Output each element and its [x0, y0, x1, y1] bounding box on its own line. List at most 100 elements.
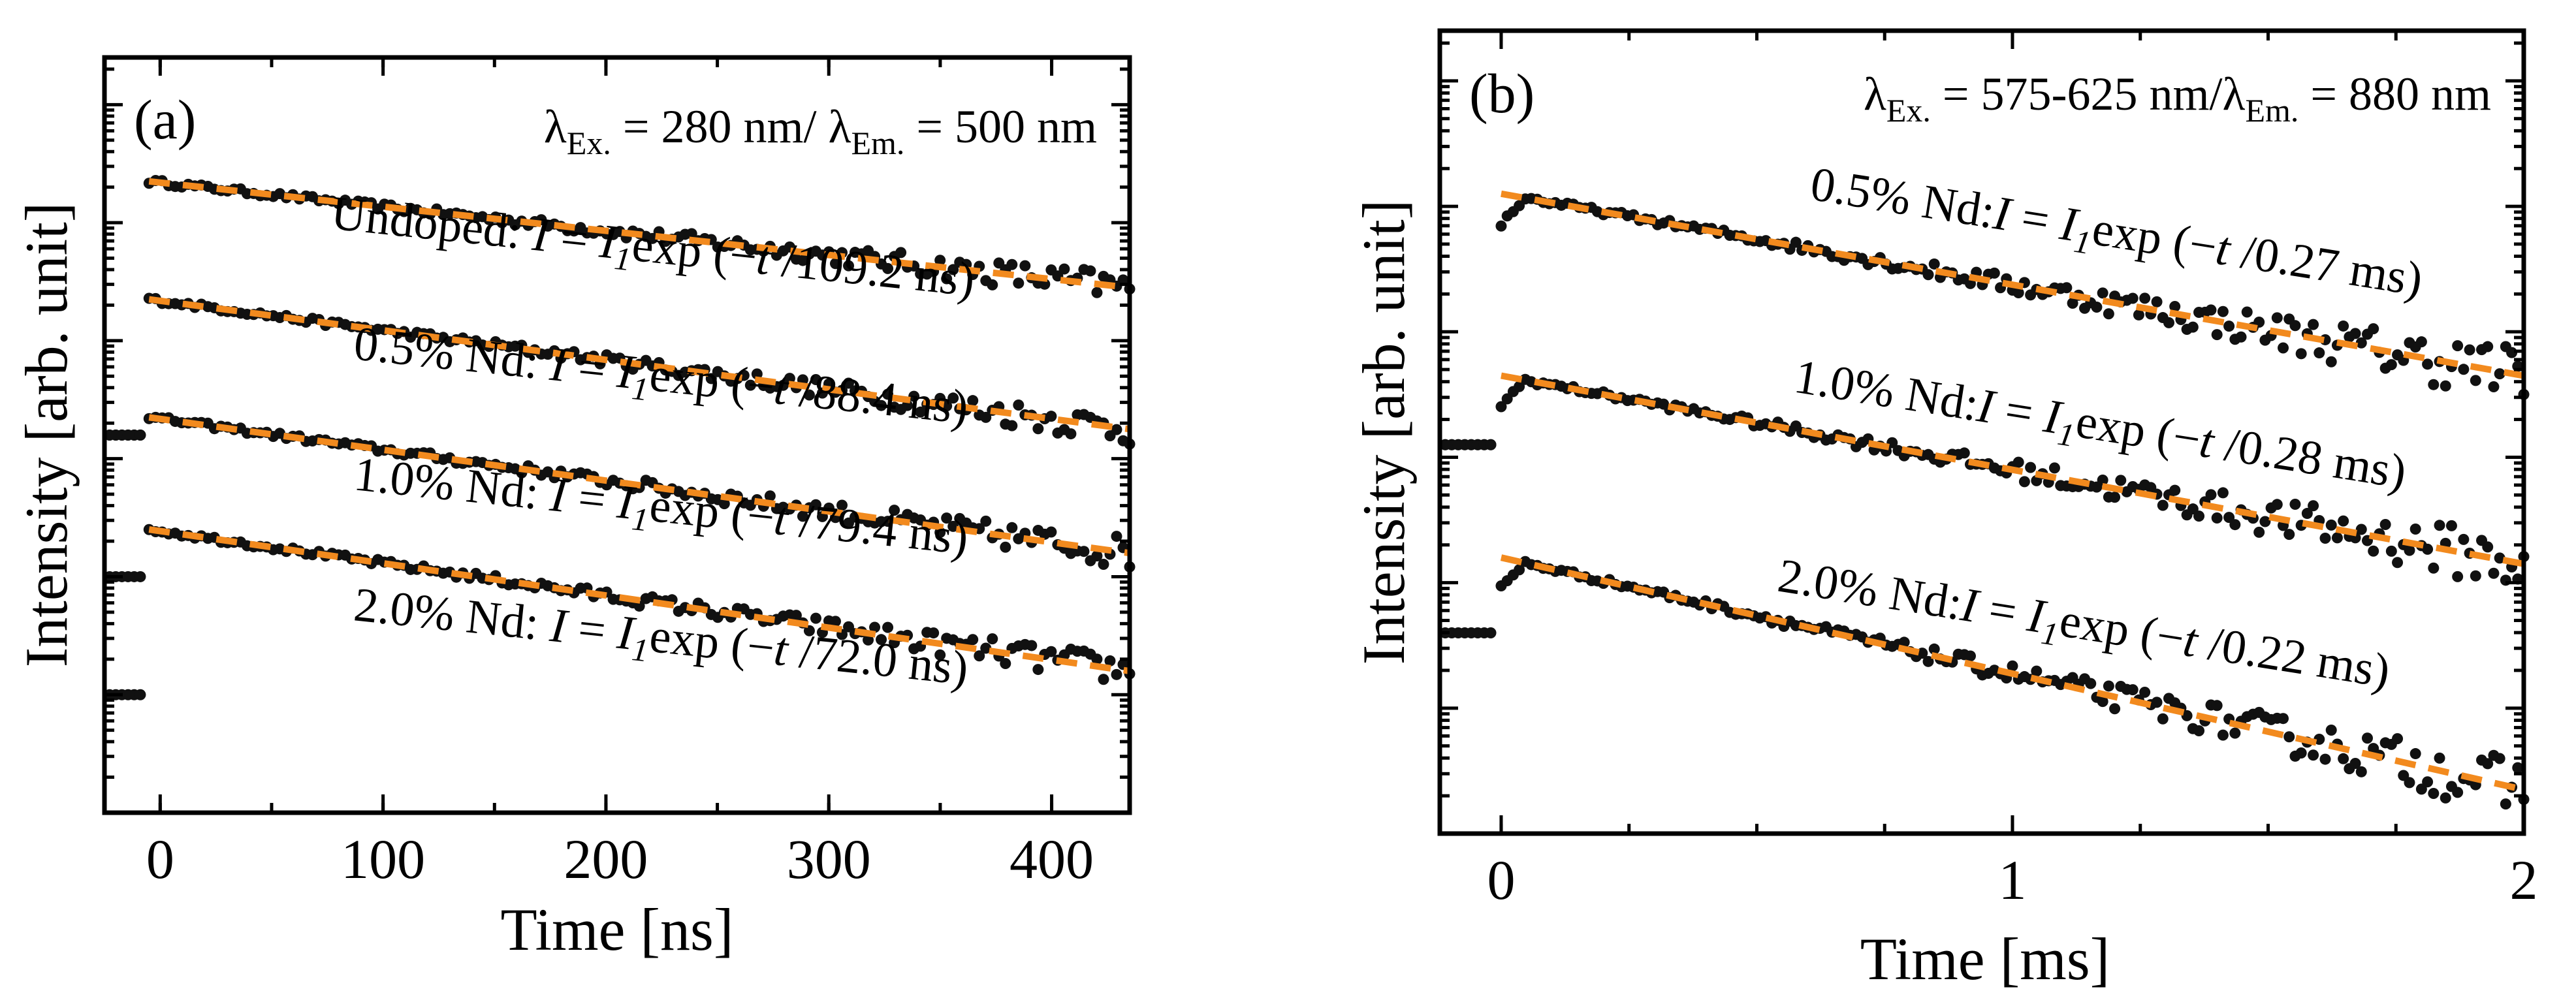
panel-a-data-point — [1117, 659, 1129, 670]
panel-b-data-point — [2109, 703, 2121, 715]
panel-b-data-point — [2452, 340, 2464, 352]
panel-b-data-point — [2470, 375, 2481, 386]
panel-b-data-point — [2181, 710, 2193, 721]
panel-a-data-point — [934, 649, 946, 661]
panel-b-data-point — [2314, 347, 2325, 359]
panel-b-data-point — [2271, 499, 2283, 510]
panel-a-data-point — [1078, 546, 1090, 557]
panel-b-data-point — [2151, 296, 2163, 307]
panel-b-data-point — [2368, 545, 2379, 557]
panel-b-data-point — [2325, 519, 2337, 531]
panel-a-data-point — [967, 395, 979, 407]
panel-b-data-point — [2488, 567, 2500, 579]
panel-a-x-tick-label: 200 — [564, 828, 648, 890]
panel-b-curve-label-1: 0.5% Nd:I = I1exp (−t /0.27 ms) — [1806, 157, 2426, 313]
panel-a-x-tick-label: 100 — [341, 828, 425, 890]
panel-b-data-point — [2415, 336, 2427, 348]
panel-b-data-point — [2445, 520, 2457, 531]
panel-b-data-point — [2338, 753, 2349, 764]
panel-a-data-point — [902, 399, 914, 411]
panel-b-data-point — [2097, 474, 2108, 486]
panel-a-x-axis-title: Time [ns] — [501, 896, 734, 963]
panel-b-data-point — [2404, 777, 2415, 789]
panel-b-y-axis-title: Intensity [arb. unit] — [1350, 200, 1417, 665]
panel-b-data-point — [2018, 476, 2030, 488]
panel-a-data-point — [803, 389, 815, 401]
panel-a-data-point — [895, 247, 907, 258]
panel-a-data-point — [1013, 399, 1025, 411]
panel-b-data-point — [2217, 729, 2229, 741]
panel-b-data-point — [2440, 792, 2451, 804]
panel-b-data-point — [2061, 282, 2073, 294]
panel-b-data-point — [2361, 732, 2373, 744]
panel-b-data-point — [2355, 337, 2367, 349]
panel-b-data-point — [2007, 660, 2018, 672]
panel-b-fit-line — [1501, 190, 2524, 379]
panel-a-data-point — [947, 264, 959, 275]
panel-b-data-point — [2235, 331, 2247, 343]
panel-a-data-point — [1000, 541, 1011, 553]
panel-b-data-point — [2031, 665, 2043, 677]
panel-b-data-point — [2278, 713, 2289, 725]
panel-b-data-point — [2169, 301, 2181, 313]
panel-a-x-tick-label: 0 — [146, 828, 174, 890]
panel-b-data-point — [2091, 302, 2103, 313]
panel-a-data-point — [947, 392, 959, 404]
panel-b-data-point — [2278, 342, 2289, 354]
panel-b-data-point — [2368, 323, 2379, 335]
panel-b-data-point — [2211, 700, 2223, 712]
panel-a-data-point — [967, 634, 979, 646]
panel-a-data-point — [863, 634, 874, 646]
panel-a-data-point — [744, 379, 756, 391]
panel-b-data-point — [2217, 305, 2229, 317]
panel-a-data-point — [1052, 270, 1064, 282]
panel-b-data-point — [2067, 298, 2078, 309]
panel-b-data-point — [2325, 725, 2337, 736]
panel-a-fit-line — [148, 296, 1130, 433]
panel-b-data-point — [2314, 733, 2325, 745]
panel-b-label: (b) — [1469, 62, 1534, 125]
panel-b-data-point — [2428, 379, 2440, 390]
panel-b-data-layer — [1439, 190, 2530, 810]
panel-a-data-point — [1006, 420, 1018, 431]
panel-a-data-point — [876, 634, 887, 646]
panel-a-data-point — [1019, 260, 1031, 272]
panel-a-data-point — [803, 625, 815, 636]
panel-a-label: (a) — [134, 88, 196, 151]
panel-b-data-point — [2271, 312, 2283, 324]
panel-b-data-point — [2415, 783, 2427, 795]
panel-b-data-point — [2458, 533, 2470, 545]
panel-b-data-point — [2229, 519, 2241, 531]
panel-a-data-point — [135, 689, 146, 700]
panel-b-data-point — [1514, 564, 1525, 576]
panel-b-data-point — [1790, 236, 1802, 248]
panel-a-data-point — [1091, 653, 1103, 665]
svg-text:0.5% Nd:I = I1exp (−t /0.27 ms: 0.5% Nd:I = I1exp (−t /0.27 ms) — [1806, 157, 2426, 313]
panel-b-data-point — [2289, 320, 2301, 332]
panel-b-data-point — [2217, 487, 2229, 499]
panel-b-series-1 — [1439, 190, 2530, 450]
panel-b-data-point — [2428, 562, 2440, 574]
panel-a-data-point — [1006, 522, 1018, 533]
panel-a-series-1 — [104, 174, 1136, 441]
panel-b-data-point — [2283, 731, 2295, 743]
panel-b-data-point — [2349, 757, 2361, 769]
panel-b-data-point — [2482, 341, 2494, 352]
panel-b-data-point — [2283, 529, 2295, 540]
panel-b-data-point — [2205, 304, 2217, 316]
panel-b-data-point — [2452, 787, 2464, 798]
panel-b-data-point — [1916, 648, 1928, 659]
panel-b-data-point — [2331, 532, 2343, 544]
panel-a-fit-line — [148, 414, 1130, 557]
panel-b-ticks: 0 1 2 — [1440, 31, 2538, 911]
panel-b-data-point — [2355, 766, 2367, 777]
panel-a-data-point — [810, 374, 821, 386]
panel-b-series-2 — [1439, 372, 2530, 586]
panel-b-data-point — [2241, 306, 2253, 318]
panel-b-data-point — [1958, 447, 1970, 459]
panel-b-data-point — [2025, 462, 2037, 473]
panel-b-data-point — [2085, 678, 2097, 689]
panel-a-data-point — [777, 379, 789, 391]
panel-b-data-point — [2319, 753, 2331, 765]
panel-a-data-point — [1091, 287, 1103, 298]
